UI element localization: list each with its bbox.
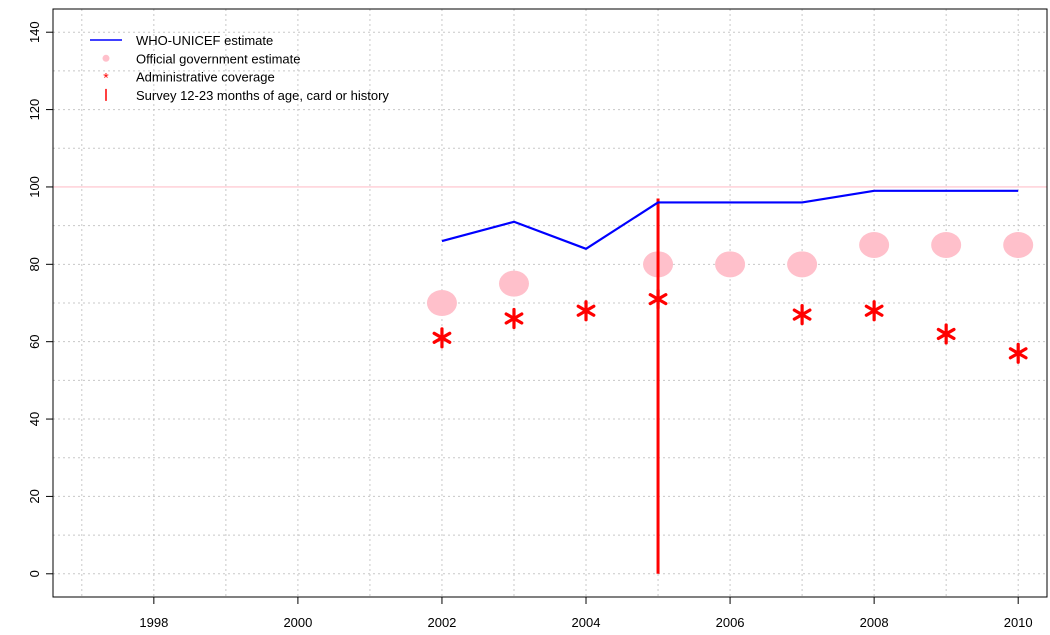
x-tick-label: 2000 [283,615,312,630]
who-unicef-line [441,189,1019,250]
y-tick-label: 40 [27,412,42,426]
asterisk-stroke [936,327,956,341]
y-tick-label: 100 [27,176,42,198]
gov-estimate-point [426,290,457,316]
y-tick-label: 140 [27,21,42,43]
x-tick-label: 1998 [139,615,168,630]
plot-area-frame [52,8,1048,598]
admin-coverage-point [864,300,884,322]
series-layer [426,189,1034,574]
asterisk-stroke [648,293,668,306]
y-tick-label: 80 [27,257,42,271]
admin-coverage-point [936,323,956,345]
y-tick-label: 0 [27,570,42,577]
x-tick-label: 2008 [860,615,889,630]
legend-label: Official government estimate [136,51,301,66]
y-tick-label: 20 [27,489,42,503]
asterisk-stroke [864,304,884,317]
axes: 1998 2000 2002 2004 2006 2008 2010 0 20 40 60 80 100… [27,21,1033,630]
asterisk-stroke [504,312,524,325]
asterisk-stroke [576,304,596,317]
y-tick-label: 60 [27,334,42,348]
grid [53,9,1047,597]
gov-estimate-point [498,270,529,297]
legend-label: Survey 12-23 months of age, card or hist… [136,88,389,103]
gov-estimate-point [1003,231,1034,258]
admin-coverage-point [576,300,596,322]
admin-coverage-point [1008,342,1028,364]
x-tick-label: 2004 [572,615,601,630]
gov-estimate-point [859,231,890,258]
gov-estimate-point [931,231,962,258]
y-tick-label: 120 [27,99,42,121]
asterisk-stroke [792,308,812,321]
admin-coverage-point [504,307,524,330]
legend-label: WHO-UNICEF estimate [136,33,273,48]
legend: WHO-UNICEF estimate Official government e… [90,33,389,103]
legend-symbol-asterisk: * [103,70,109,86]
gov-estimate-point [787,251,818,278]
asterisk-stroke [1008,347,1028,360]
x-tick-label: 2002 [427,615,456,630]
admin-coverage-point [648,288,668,310]
legend-label: Administrative coverage [136,70,275,85]
admin-coverage-point [792,304,812,326]
x-tick-label: 2006 [716,615,745,630]
x-tick-label: 2010 [1004,615,1033,630]
asterisk-stroke [432,331,452,344]
legend-symbol-circle [102,54,110,62]
gov-estimate-point [715,251,746,278]
admin-coverage-point [432,327,452,349]
